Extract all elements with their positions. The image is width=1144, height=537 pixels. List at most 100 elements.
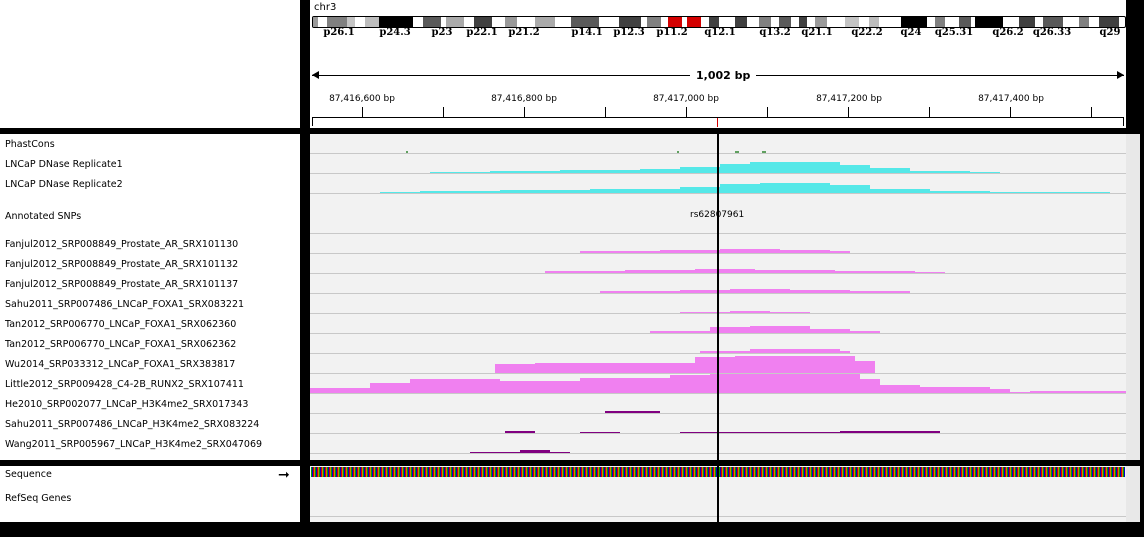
- ideogram-band-label: p23: [431, 27, 453, 38]
- track-label[interactable]: Little2012_SRP009428_C4-2B_RUNX2_SRX1074…: [5, 379, 244, 390]
- signal-bar: [545, 271, 625, 273]
- center-guide-line: [717, 134, 719, 522]
- track-label[interactable]: PhastCons: [5, 139, 55, 150]
- signal-bar: [835, 271, 915, 273]
- track-label[interactable]: He2010_SRP002077_LNCaP_H3K4me2_SRX017343: [5, 399, 249, 410]
- track-label[interactable]: Annotated SNPs: [5, 211, 82, 222]
- signal-bar: [720, 164, 750, 173]
- center-line-marker: [717, 118, 718, 127]
- refseq-track-label[interactable]: RefSeq Genes: [5, 493, 72, 504]
- signal-bar: [535, 363, 695, 373]
- signal-bar: [750, 349, 790, 353]
- signal-bar: [590, 189, 680, 193]
- signal-bar: [870, 189, 930, 193]
- track-label[interactable]: Tan2012_SRP006770_LNCaP_FOXA1_SRX062362: [5, 339, 237, 350]
- ruler-span: 1,002 bp: [312, 66, 1124, 86]
- signal-bar: [580, 251, 660, 253]
- signal-bar: [760, 183, 830, 193]
- signal-bar: [505, 431, 535, 433]
- phastcons-mark: [406, 151, 408, 153]
- track-label[interactable]: Wu2014_SRP033312_LNCaP_FOXA1_SRX383817: [5, 359, 236, 370]
- ruler-tick-label: 87,416,600 bp: [329, 94, 395, 104]
- chromosome-name[interactable]: chr3: [314, 2, 337, 13]
- signal-bar: [670, 375, 710, 393]
- track-label[interactable]: Wang2011_SRP005967_LNCaP_H3K4me2_SRX0470…: [5, 439, 263, 450]
- signal-bar: [370, 383, 410, 393]
- signal-bar: [680, 167, 720, 173]
- signal-bar: [520, 450, 550, 453]
- ideogram-band-label: p14.1: [571, 27, 603, 38]
- signal-bar: [780, 250, 830, 253]
- signal-bar: [680, 290, 730, 293]
- track-label[interactable]: LNCaP DNase Replicate1: [5, 159, 123, 170]
- signal-bar: [820, 432, 850, 433]
- phastcons-mark: [762, 151, 766, 153]
- signal-bar: [870, 168, 910, 173]
- ideogram-band-label: q24: [900, 27, 922, 38]
- signal-bar: [850, 291, 910, 293]
- centromere-marker: [668, 17, 682, 27]
- ideogram-band-label: p12.3: [613, 27, 645, 38]
- track-label[interactable]: Fanjul2012_SRP008849_Prostate_AR_SRX1011…: [5, 279, 239, 290]
- signal-bar: [680, 187, 720, 193]
- ruler-tick: [524, 107, 525, 117]
- signal-bar: [605, 411, 660, 413]
- track-label[interactable]: Sahu2011_SRP007486_LNCaP_H3K4me2_SRX0832…: [5, 419, 260, 430]
- ideogram-band-label: q21.1: [801, 27, 833, 38]
- track-label[interactable]: Sahu2011_SRP007486_LNCaP_FOXA1_SRX083221: [5, 299, 245, 310]
- bottom-scrollbar-track[interactable]: [1126, 466, 1140, 522]
- ideogram-band-label: q13.2: [759, 27, 791, 38]
- ideogram-band-label: p21.2: [508, 27, 540, 38]
- signal-bar: [950, 172, 1000, 173]
- signal-bar: [695, 269, 755, 273]
- signal-bar: [420, 191, 500, 193]
- signal-bar: [650, 331, 710, 333]
- sequence-track[interactable]: [311, 467, 1125, 477]
- signal-bar: [580, 432, 620, 433]
- ruler-tick: [848, 107, 849, 117]
- signal-bar: [550, 452, 570, 453]
- signal-bar: [730, 289, 790, 293]
- signal-bar: [750, 326, 810, 333]
- signal-bar: [495, 364, 535, 373]
- signal-bar: [910, 171, 970, 173]
- signal-bar: [680, 312, 730, 313]
- signal-bar: [700, 351, 750, 353]
- signal-bar: [755, 270, 835, 273]
- signal-bar: [470, 452, 520, 453]
- ideogram-band-label: p22.1: [466, 27, 498, 38]
- ideogram-band-label: q12.1: [704, 27, 736, 38]
- signal-bar: [790, 349, 840, 353]
- ruler-tick: [605, 107, 606, 117]
- signal-bar: [840, 351, 850, 353]
- signal-bar: [500, 381, 580, 393]
- chromosome-ideogram[interactable]: [312, 16, 1126, 28]
- ruler-tick: [686, 107, 687, 117]
- ruler-tick: [929, 107, 930, 117]
- signal-bar: [720, 249, 780, 253]
- ruler-tick-label: 87,417,400 bp: [978, 94, 1044, 104]
- signal-bar: [640, 169, 680, 173]
- sequence-track-label[interactable]: Sequence: [5, 469, 52, 480]
- phastcons-mark: [677, 151, 679, 153]
- signal-bar: [380, 192, 420, 193]
- signal-bar: [840, 165, 870, 173]
- ruler-tick-label: 87,417,000 bp: [653, 94, 719, 104]
- track-label[interactable]: Fanjul2012_SRP008849_Prostate_AR_SRX1011…: [5, 259, 239, 270]
- signal-bar: [560, 170, 640, 173]
- track-label[interactable]: Tan2012_SRP006770_LNCaP_FOXA1_SRX062360: [5, 319, 237, 330]
- ideogram-band-label: q29: [1099, 27, 1121, 38]
- scrollbar-track[interactable]: [1126, 134, 1140, 460]
- signal-bar: [710, 374, 860, 393]
- signal-bar: [695, 357, 735, 373]
- signal-bar: [625, 270, 695, 273]
- signal-bar: [915, 272, 945, 273]
- signal-bar: [730, 311, 770, 313]
- centromere-marker-right: [687, 17, 701, 27]
- track-label[interactable]: LNCaP DNase Replicate2: [5, 179, 123, 190]
- ruler-tick: [1091, 107, 1092, 117]
- ideogram-band-label: p24.3: [379, 27, 411, 38]
- track-label[interactable]: Fanjul2012_SRP008849_Prostate_AR_SRX1011…: [5, 239, 239, 250]
- strand-arrow-icon[interactable]: ➞: [278, 467, 290, 483]
- signal-bar: [990, 389, 1010, 393]
